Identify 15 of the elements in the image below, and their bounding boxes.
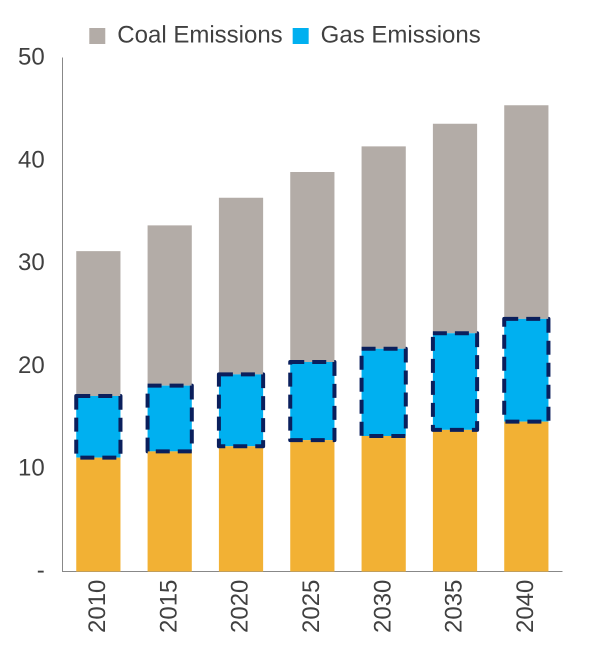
x-tick-label: 2025 [298,580,325,633]
x-tick-label: 2030 [369,580,396,633]
y-tick-label: - [36,557,45,584]
x-tick-label: 2035 [440,580,468,633]
x-tick-label: 2010 [84,580,111,633]
x-tick-label: 2015 [155,580,182,633]
legend-label: Coal Emissions [117,22,283,49]
y-tick-label: 40 [18,146,45,174]
y-tick-label: 30 [18,249,45,276]
legend-label: Gas Emissions [320,22,481,49]
y-tick-label: 20 [18,352,45,379]
x-tick-label: 2040 [512,580,539,633]
y-tick-label: 50 [18,44,45,71]
x-tick-label: 2020 [226,580,254,633]
y-tick-label: 10 [18,454,45,482]
